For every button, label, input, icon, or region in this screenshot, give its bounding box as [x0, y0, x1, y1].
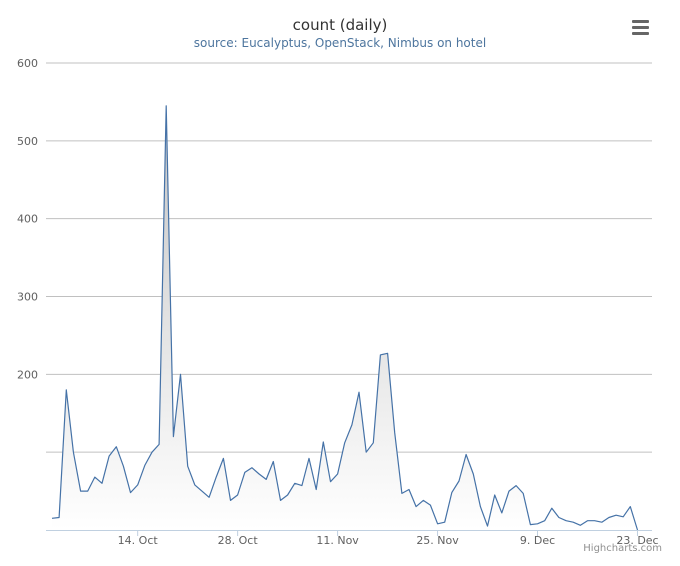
chart-title: count (daily): [292, 16, 388, 34]
credits-link[interactable]: Highcharts.com: [583, 543, 662, 554]
y-tick-label: 400: [17, 213, 38, 226]
y-axis: 600 500 400 300 200: [17, 57, 38, 381]
x-tick-label: 23. Dec: [616, 534, 658, 547]
y-tick-label: 500: [17, 135, 38, 148]
chart-subtitle: source: Eucalyptus, OpenStack, Nimbus on…: [193, 36, 487, 50]
y-tick-label: 600: [17, 57, 38, 70]
x-tick-label: 11. Nov: [316, 534, 359, 547]
series-line[interactable]: [51, 105, 639, 531]
y-tick-label: 200: [17, 368, 38, 381]
x-tick-label: 14. Oct: [118, 534, 159, 547]
series-area: [51, 105, 639, 531]
y-tick-label: 300: [17, 291, 38, 304]
series-area-fill: [52, 105, 638, 531]
x-tick-label: 25. Nov: [416, 534, 459, 547]
x-axis: 14. Oct 28. Oct 11. Nov 25. Nov 9. Dec 23. De…: [46, 530, 659, 547]
y-gridlines: [46, 62, 652, 453]
hamburger-menu-icon[interactable]: [630, 20, 652, 38]
x-tick-label: 9. Dec: [520, 534, 555, 547]
x-tick-label: 28. Oct: [218, 534, 259, 547]
